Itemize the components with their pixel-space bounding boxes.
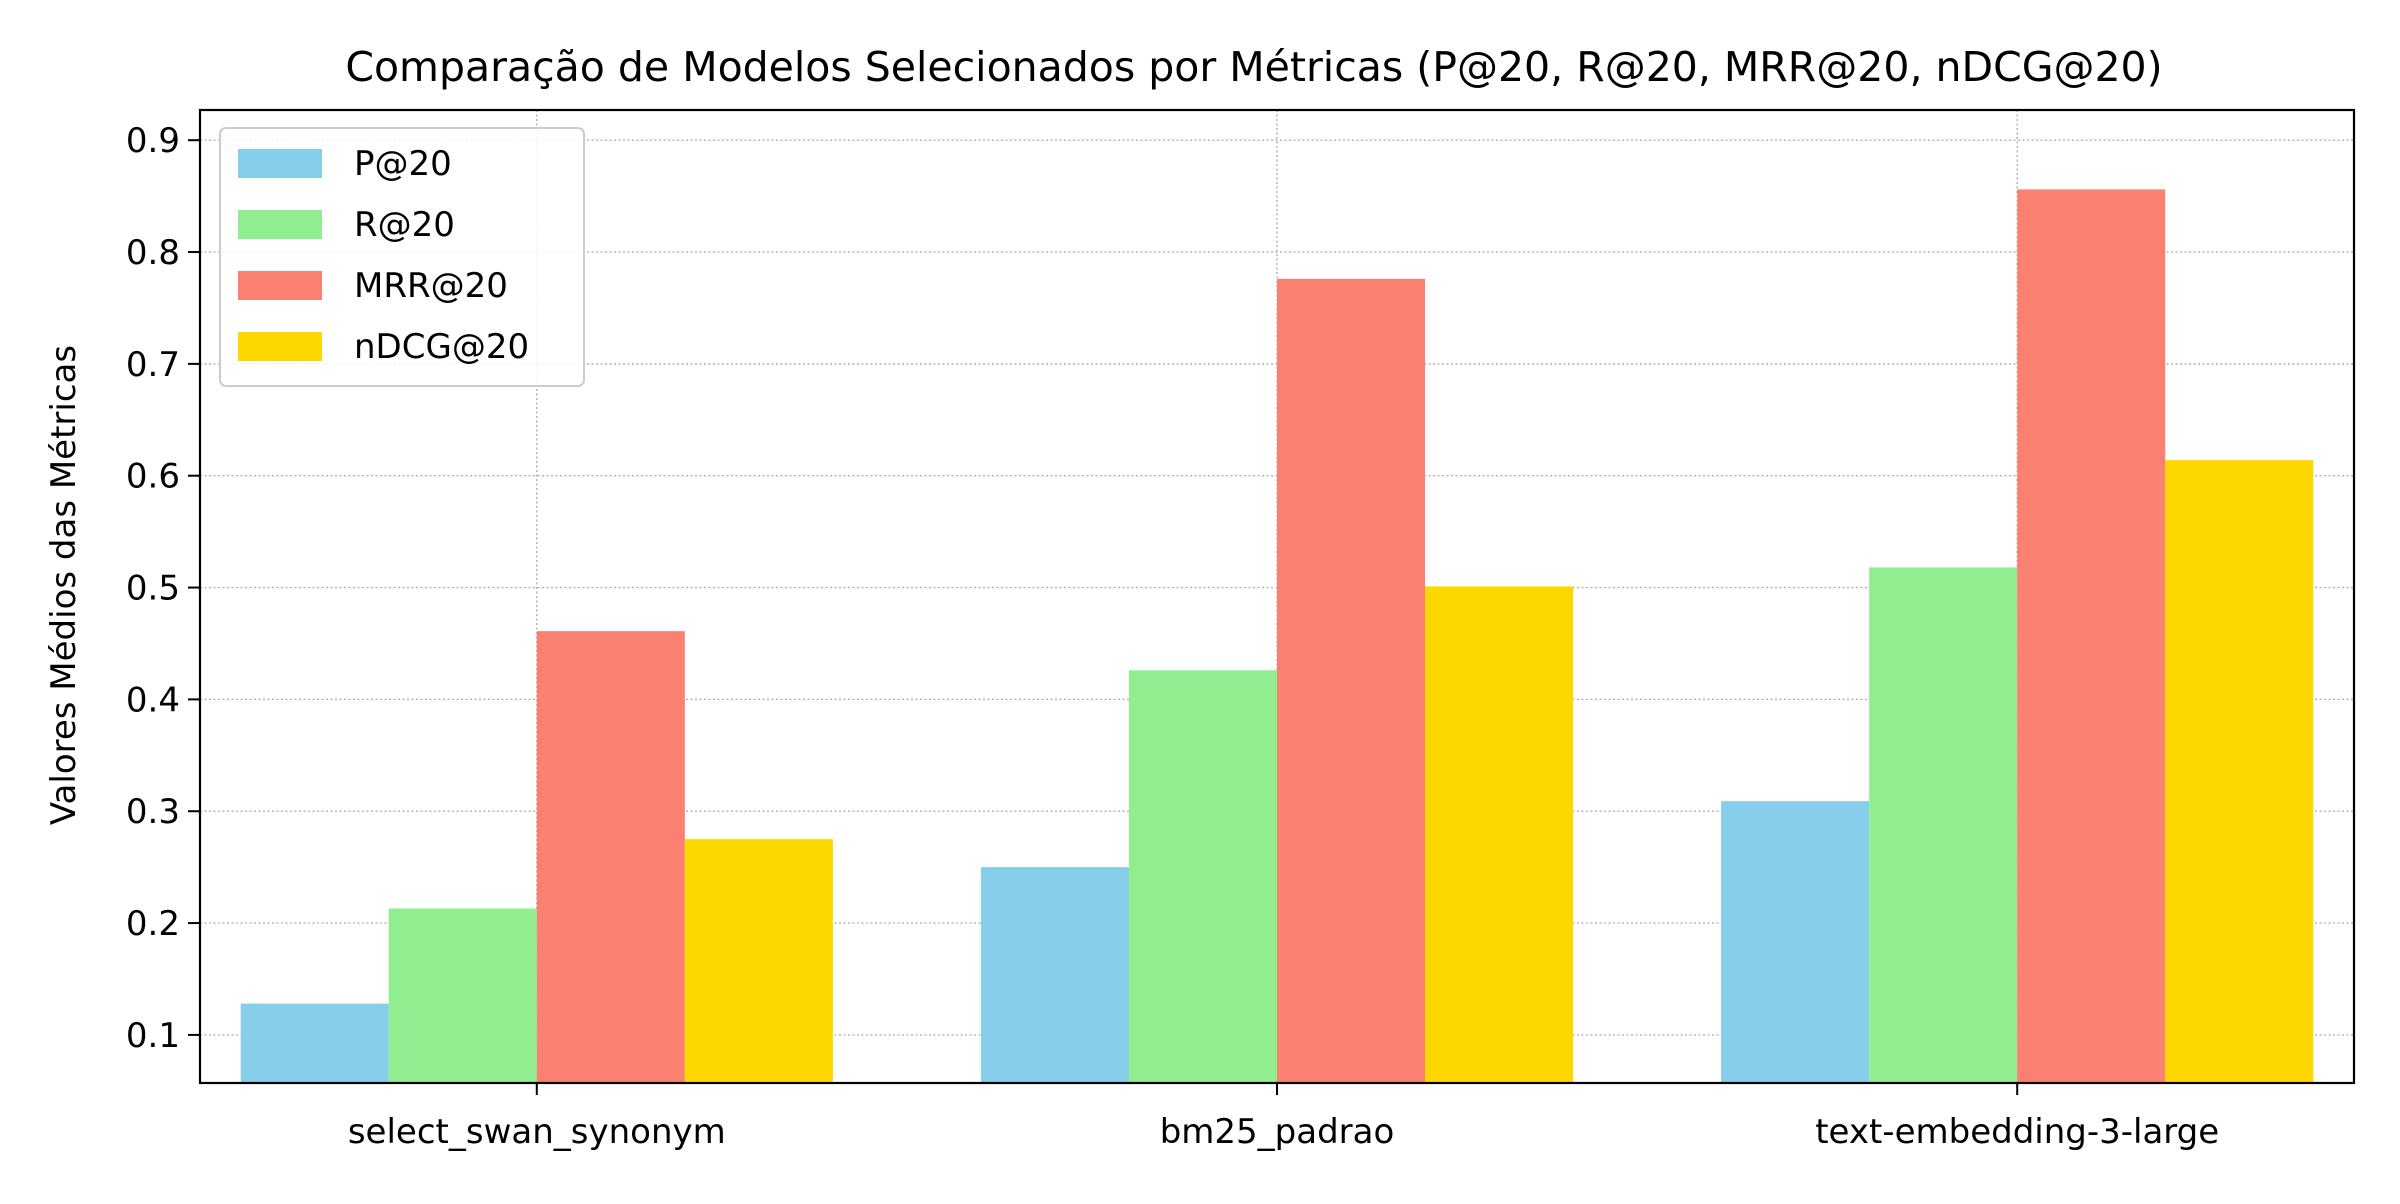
y-tick-label: 0.8 bbox=[126, 233, 180, 273]
y-tick-label: 0.1 bbox=[126, 1016, 180, 1056]
legend-label: MRR@20 bbox=[354, 266, 508, 306]
y-tick-label: 0.6 bbox=[126, 457, 180, 497]
bar-mrr-20 bbox=[2017, 189, 2166, 1083]
x-tick-label: text-embedding-3-large bbox=[1815, 1112, 2219, 1152]
legend-swatch bbox=[238, 271, 322, 300]
x-tick-label: select_swan_synonym bbox=[348, 1112, 726, 1152]
legend-label: R@20 bbox=[354, 205, 455, 245]
plot-frame bbox=[198, 108, 2356, 1085]
bar-ndcg-20 bbox=[684, 839, 833, 1083]
bar-ndcg-20 bbox=[2165, 460, 2314, 1083]
bar-p-20 bbox=[240, 1003, 389, 1083]
legend: P@20 R@20 MRR@20 nDCG@20 bbox=[219, 127, 585, 387]
bar-mrr-20 bbox=[1277, 278, 1426, 1083]
y-axis-label: Valores Médios das Métricas bbox=[44, 345, 84, 825]
y-tick-label: 0.2 bbox=[126, 904, 180, 944]
x-tick-label: bm25_padrao bbox=[1160, 1112, 1395, 1152]
y-tick-label: 0.7 bbox=[126, 345, 180, 385]
y-tick-label: 0.5 bbox=[126, 569, 180, 609]
bar-mrr-20 bbox=[536, 631, 685, 1083]
chart-title: Comparação de Modelos Selecionados por M… bbox=[345, 43, 2162, 91]
bar-p-20 bbox=[1721, 801, 1870, 1083]
legend-swatch bbox=[238, 149, 322, 178]
legend-swatch bbox=[238, 332, 322, 361]
bar-p-20 bbox=[980, 867, 1129, 1083]
y-tick-label: 0.4 bbox=[126, 680, 180, 720]
bar-r-20 bbox=[388, 908, 537, 1083]
legend-label: P@20 bbox=[354, 144, 452, 184]
axis-ticks: 0.1 0.2 0.3 0.4 0.5 0.6 0.7 0.8 0.9 select_swan_s… bbox=[126, 121, 2219, 1152]
bar-r-20 bbox=[1128, 670, 1277, 1083]
bar-ndcg-20 bbox=[1425, 586, 1574, 1083]
y-tick-label: 0.3 bbox=[126, 792, 180, 832]
legend-swatch bbox=[238, 210, 322, 239]
y-tick-label: 0.9 bbox=[126, 121, 180, 161]
legend-label: nDCG@20 bbox=[354, 327, 529, 367]
bar-r-20 bbox=[1869, 567, 2018, 1083]
legend-box bbox=[219, 127, 585, 387]
bars bbox=[240, 189, 2314, 1083]
